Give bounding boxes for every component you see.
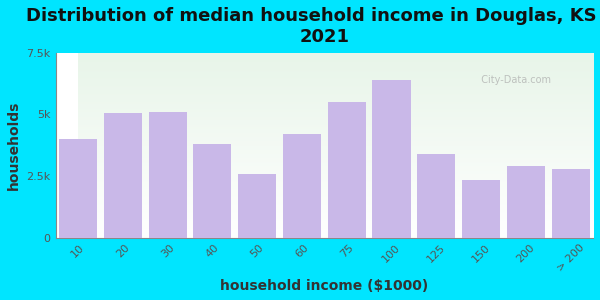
Bar [149, 112, 187, 238]
Bar [104, 113, 142, 238]
Bar [328, 102, 366, 238]
X-axis label: household income ($1000): household income ($1000) [220, 279, 428, 293]
Bar [551, 169, 590, 238]
Bar [417, 154, 455, 238]
Y-axis label: households: households [7, 100, 21, 190]
Text: City-Data.com: City-Data.com [475, 75, 551, 85]
Bar [283, 134, 321, 238]
Bar [373, 80, 410, 238]
Bar [462, 180, 500, 238]
Bar [238, 174, 276, 238]
Bar [59, 139, 97, 238]
Bar [193, 144, 232, 238]
Title: Distribution of median household income in Douglas, KS in
2021: Distribution of median household income … [26, 7, 600, 46]
Bar [507, 166, 545, 238]
